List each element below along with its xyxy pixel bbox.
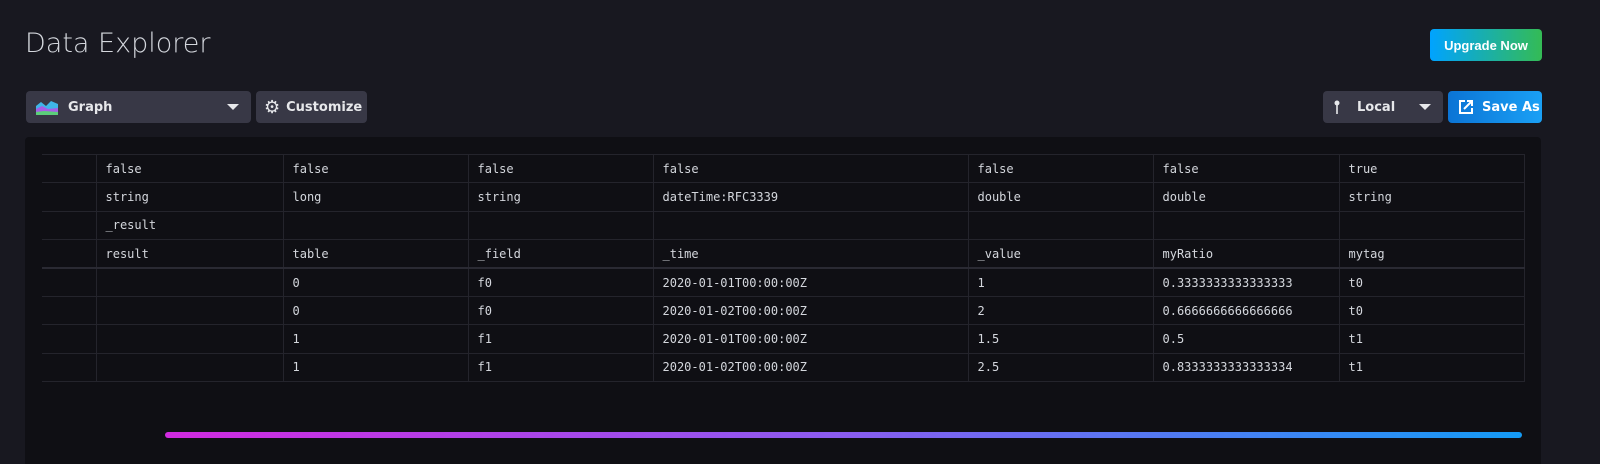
table-cell: true [1338,153,1525,184]
page-title: Data Explorer [25,28,211,59]
table-cell: 1.5 [967,324,1154,354]
table-cell: 0 [282,267,469,297]
table-cell [42,267,97,297]
customize-button[interactable]: ⚙ Customize [256,91,367,123]
graph-icon [36,101,58,115]
header-row: result table _field _time _value myRatio mytag [42,239,1525,270]
table-cell [467,210,654,241]
table-cell [95,295,284,326]
table-cell: mytag [1338,239,1525,270]
table-row: 0 f0 2020-01-02T00:00:00Z 2 0.66666666666666… [42,295,1525,326]
customize-label: Customize [286,99,363,115]
table-cell [1338,210,1525,241]
table-cell: _field [467,239,654,270]
annotation-row: false false false false false false true [42,153,1525,184]
chevron-down-icon [1419,104,1431,110]
table-cell: 0.3333333333333333 [1152,267,1340,297]
save-as-button[interactable]: Save As [1448,91,1542,123]
timezone-label: Local [1357,99,1396,115]
table-cell [42,239,97,270]
table-cell [95,267,284,297]
save-as-label: Save As [1482,99,1540,115]
table-cell: 0.6666666666666666 [1152,295,1340,326]
table-cell: result [95,239,284,270]
table-cell: string [1338,182,1525,212]
table-cell: 2 [967,295,1154,326]
table-cell [42,352,97,383]
table-cell: table [282,239,469,270]
table-cell: _value [967,239,1154,270]
table-cell: 2020-01-01T00:00:00Z [652,324,969,354]
table-cell: double [967,182,1154,212]
table-cell: false [652,153,969,184]
table-cell: 0.5 [1152,324,1340,354]
table-cell [42,210,97,241]
table-row: 0 f0 2020-01-01T00:00:00Z 1 0.33333333333333… [42,267,1525,297]
table-cell: 2020-01-02T00:00:00Z [652,295,969,326]
table-cell [95,352,284,383]
table-cell [42,295,97,326]
visualization-type-dropdown[interactable]: Graph [26,91,251,123]
visualization-type-label: Graph [68,99,113,115]
table-row: 1 f1 2020-01-01T00:00:00Z 1.5 0.5 t1 [42,324,1525,354]
table-cell: 0.8333333333333334 [1152,352,1340,383]
table-cell: f0 [467,295,654,326]
table-cell: string [467,182,654,212]
table-cell: 2020-01-02T00:00:00Z [652,352,969,383]
table-cell: f0 [467,267,654,297]
pin-icon [1334,100,1340,114]
upgrade-now-button[interactable]: Upgrade Now [1430,29,1542,61]
table-cell [95,324,284,354]
table-cell [42,182,97,212]
table-cell [42,324,97,354]
table-cell: false [282,153,469,184]
table-cell: 1 [282,352,469,383]
export-icon [1459,100,1473,114]
table-cell: dateTime:RFC3339 [652,182,969,212]
table-cell: t0 [1338,267,1525,297]
table-cell: long [282,182,469,212]
table-cell: false [967,153,1154,184]
table-cell: t0 [1338,295,1525,326]
table-cell: _time [652,239,969,270]
raw-data-table-panel: false false false false false false true string… [25,137,1541,464]
table-cell: myRatio [1152,239,1340,270]
annotation-row: string long string dateTime:RFC3339 double do… [42,182,1525,212]
table-cell: 0 [282,295,469,326]
chevron-down-icon [227,104,239,110]
table-cell: false [467,153,654,184]
table-cell: _result [95,210,284,241]
raw-data-table: false false false false false false true string… [42,153,1525,383]
table-cell: f1 [467,324,654,354]
table-cell: 2.5 [967,352,1154,383]
table-cell [282,210,469,241]
timezone-dropdown[interactable]: Local [1323,91,1443,123]
table-cell [967,210,1154,241]
table-cell [1152,210,1340,241]
table-cell [652,210,969,241]
table-cell: string [95,182,284,212]
table-cell: 1 [282,324,469,354]
table-cell: t1 [1338,324,1525,354]
table-cell [42,153,97,184]
horizontal-scrollbar[interactable] [165,432,1522,438]
table-cell: double [1152,182,1340,212]
table-cell: 2020-01-01T00:00:00Z [652,267,969,297]
table-cell: false [95,153,284,184]
table-cell: f1 [467,352,654,383]
annotation-row: _result [42,210,1525,241]
table-cell: 1 [967,267,1154,297]
table-cell: t1 [1338,352,1525,383]
table-cell: false [1152,153,1340,184]
gear-icon: ⚙ [264,96,281,118]
table-row: 1 f1 2020-01-02T00:00:00Z 2.5 0.833333333333… [42,352,1525,383]
